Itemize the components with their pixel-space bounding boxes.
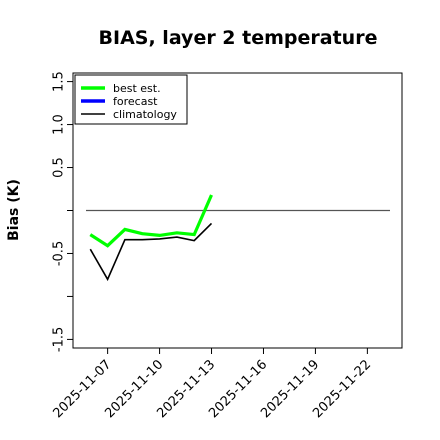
y-tick-label: 1.5 (52, 71, 67, 92)
y-tick-label: 1.0 (52, 114, 67, 135)
chart-title: BIAS, layer 2 temperature (99, 27, 378, 49)
legend-label: best est. (113, 82, 161, 95)
legend-label: climatology (113, 108, 177, 121)
plot-area: -1.5-0.50.51.01.52025-11-072025-11-10202… (50, 71, 403, 421)
y-tick-label: -0.5 (52, 241, 67, 266)
y-axis-label: Bias (K) (6, 179, 22, 241)
y-tick-label: 0.5 (52, 157, 67, 178)
series-line-best-est (89, 194, 213, 248)
legend-label: forecast (113, 95, 158, 108)
series-line-climatology (89, 222, 213, 282)
y-tick-label: -1.5 (52, 327, 67, 352)
